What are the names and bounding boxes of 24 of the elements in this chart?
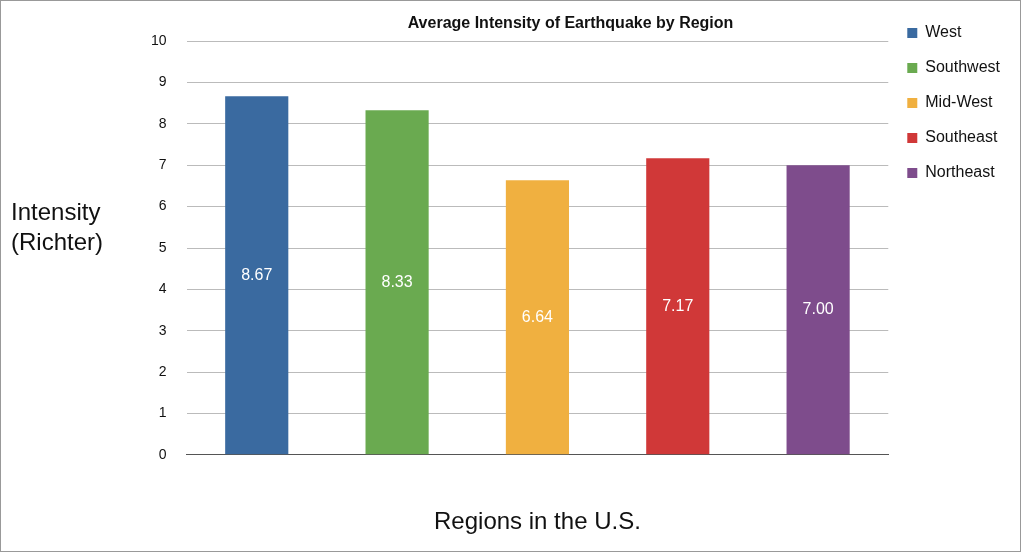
y-tick-label: 8 <box>158 114 167 131</box>
y-tick-label: 9 <box>158 73 167 90</box>
data-label: 6.64 <box>521 307 554 325</box>
data-label: 8.33 <box>381 272 413 290</box>
y-tick-label: 4 <box>158 280 167 297</box>
legend-label: Southeast <box>925 128 998 146</box>
y-tick-label: 0 <box>158 445 167 462</box>
legend-label: Northeast <box>925 163 996 181</box>
x-axis-title: Regions in the U.S. <box>434 507 641 535</box>
legend-label: West <box>925 23 962 41</box>
y-tick-label: 10 <box>150 32 167 49</box>
data-label: 7.00 <box>802 300 834 318</box>
y-tick-label: 1 <box>158 404 167 421</box>
y-tick-label: 5 <box>158 238 167 255</box>
y-tick-label: 2 <box>158 362 167 379</box>
y-tick-label: 6 <box>158 197 167 214</box>
legend-label: Southwest <box>925 58 1001 76</box>
data-label: 7.17 <box>662 296 694 314</box>
y-axis-title: Intensity (Richter) <box>11 197 104 255</box>
y-tick-label: 7 <box>158 156 167 173</box>
y-tick-label: 3 <box>158 321 167 338</box>
chart-title: Average Intensity of Earthquake by Region <box>407 14 734 32</box>
data-label: 8.67 <box>241 265 273 283</box>
legend-label: Mid-West <box>925 93 994 111</box>
